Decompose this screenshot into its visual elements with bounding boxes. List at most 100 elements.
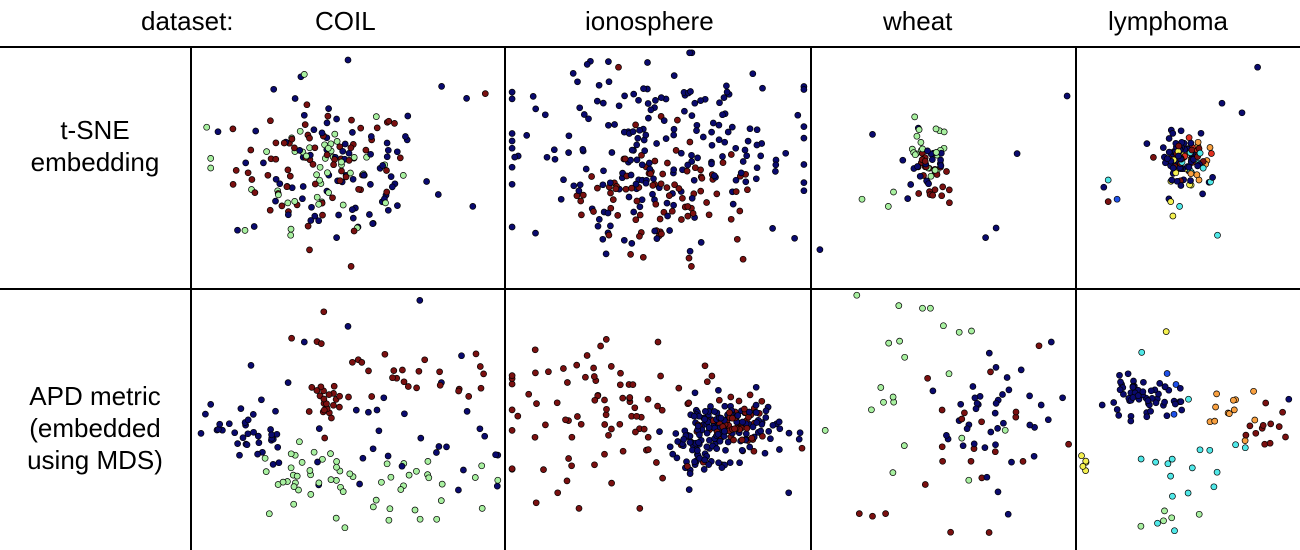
data-point-navy	[369, 445, 377, 453]
data-point-maroon	[476, 363, 484, 370]
data-point-maroon	[421, 356, 429, 364]
data-point-navy	[1185, 163, 1193, 171]
data-point-maroon	[320, 395, 328, 403]
data-point-maroon	[324, 112, 332, 120]
data-point-navy	[237, 405, 245, 412]
column-divider-line	[1075, 47, 1077, 550]
data-point-navy	[739, 158, 747, 165]
data-point-maroon	[750, 447, 758, 455]
data-point-navy	[455, 486, 462, 494]
data-point-maroon	[622, 185, 630, 193]
data-point-maroon	[383, 188, 391, 196]
data-point-maroon	[915, 190, 923, 197]
data-point-navy	[557, 195, 565, 203]
data-point-maroon	[627, 251, 634, 258]
data-point-navy	[576, 181, 584, 189]
data-point-navy	[1129, 383, 1137, 391]
data-point-navy	[384, 452, 392, 460]
data-point-navy	[971, 394, 979, 402]
data-point-maroon	[614, 212, 622, 219]
data-point-navy	[973, 400, 981, 407]
data-point-navy	[599, 99, 607, 107]
scatter-tsne-wheat	[816, 92, 1071, 253]
data-point-lightgreen	[310, 448, 318, 456]
data-point-lightgreen	[433, 515, 441, 523]
data-point-lightgreen	[298, 459, 306, 466]
data-point-navy	[761, 449, 769, 457]
data-point-navy	[666, 443, 674, 451]
data-point-navy	[992, 364, 1000, 371]
data-point-lightgreen	[331, 130, 339, 138]
data-point-maroon	[1246, 422, 1254, 430]
data-point-maroon	[554, 489, 562, 497]
data-point-maroon	[703, 378, 711, 386]
data-point-navy	[657, 94, 665, 101]
data-point-maroon	[652, 200, 660, 208]
data-point-maroon	[455, 387, 462, 395]
data-point-maroon	[921, 481, 929, 488]
data-point-navy	[1164, 155, 1171, 162]
data-point-navy	[608, 149, 616, 156]
data-point-lightgreen	[378, 478, 385, 486]
data-point-lightgreen	[313, 193, 321, 201]
data-point-maroon	[708, 372, 716, 380]
data-point-maroon	[985, 529, 993, 536]
data-point-navy	[696, 431, 703, 439]
data-point-navy	[416, 297, 424, 304]
data-point-navy	[1178, 406, 1186, 414]
data-point-navy	[1161, 383, 1169, 390]
data-point-navy	[543, 153, 551, 161]
data-point-navy	[585, 115, 592, 123]
data-point-navy	[197, 430, 205, 437]
data-point-navy	[670, 201, 677, 209]
data-point-navy	[963, 425, 971, 433]
data-point-navy	[670, 131, 678, 139]
data-point-lightgreen	[884, 203, 892, 210]
data-point-lightgreen	[1001, 426, 1009, 434]
data-point-maroon	[921, 157, 929, 165]
data-point-cyan	[1241, 444, 1249, 452]
data-point-navy	[1152, 399, 1160, 407]
data-point-maroon	[636, 232, 643, 240]
data-point-navy	[272, 175, 280, 183]
data-point-maroon	[404, 383, 412, 390]
data-point-maroon	[674, 116, 681, 124]
data-point-navy	[476, 425, 484, 433]
data-point-navy	[593, 97, 601, 105]
data-point-maroon	[945, 186, 953, 194]
data-point-maroon	[946, 199, 953, 207]
data-point-maroon	[735, 397, 743, 405]
data-point-navy	[666, 227, 673, 234]
data-point-navy	[673, 454, 681, 462]
data-point-navy	[904, 195, 912, 202]
data-point-maroon	[701, 362, 709, 370]
data-point-navy	[721, 427, 728, 435]
data-point-navy	[1127, 417, 1135, 425]
data-point-navy	[688, 112, 696, 119]
data-point-navy	[258, 396, 265, 404]
data-point-navy	[647, 106, 655, 114]
data-point-maroon	[280, 139, 288, 147]
data-point-maroon	[311, 180, 319, 188]
data-point-maroon	[632, 216, 640, 224]
data-point-navy	[687, 88, 694, 95]
data-point-navy	[348, 206, 356, 213]
data-point-maroon	[659, 170, 667, 178]
data-point-navy	[260, 159, 267, 167]
data-point-maroon	[347, 263, 355, 270]
data-point-navy	[762, 414, 770, 421]
data-point-navy	[299, 195, 306, 203]
header-divider-line	[0, 46, 1300, 48]
data-point-cyan	[1199, 164, 1207, 172]
data-point-maroon	[632, 121, 639, 129]
data-point-maroon	[508, 427, 516, 434]
data-point-maroon	[390, 367, 398, 374]
data-point-maroon	[508, 465, 516, 473]
data-point-navy	[1098, 401, 1106, 409]
data-point-maroon	[727, 393, 735, 401]
data-point-maroon	[653, 459, 660, 466]
data-point-lightgreen	[346, 470, 354, 478]
data-point-maroon	[357, 124, 365, 132]
data-point-maroon	[629, 381, 637, 388]
data-point-navy	[753, 419, 761, 426]
